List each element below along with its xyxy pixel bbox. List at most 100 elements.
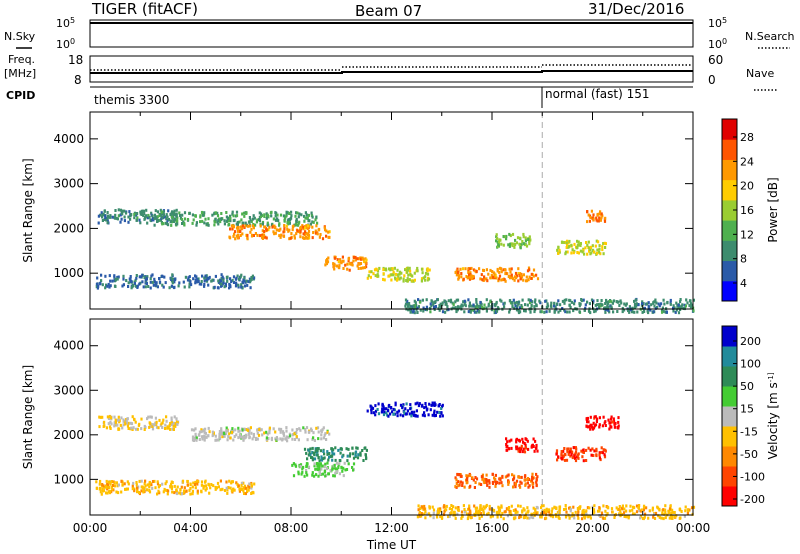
data-cell: [289, 236, 292, 240]
data-cell: [495, 276, 498, 280]
data-cell: [147, 415, 150, 419]
data-cell: [167, 209, 170, 213]
data-cell: [239, 234, 242, 237]
data-cell: [213, 223, 216, 227]
data-cell: [160, 210, 163, 214]
data-cell: [418, 512, 421, 516]
data-cell: [240, 435, 243, 439]
data-cell: [690, 506, 694, 510]
data-cell: [192, 218, 195, 222]
data-cell: [390, 267, 393, 271]
data-cell: [162, 210, 165, 213]
data-cell: [622, 511, 626, 515]
data-cell: [257, 433, 261, 437]
data-cell: [467, 270, 470, 274]
data-cell: [306, 457, 309, 461]
data-cell: [664, 508, 667, 512]
data-cell: [681, 303, 684, 307]
data-cell: [107, 215, 110, 219]
data-cell: [117, 483, 120, 487]
data-cell: [338, 472, 341, 476]
data-cell: [229, 216, 232, 220]
data-cell: [322, 450, 325, 453]
data-cell: [589, 245, 593, 249]
data-cell: [482, 511, 485, 515]
data-cell: [194, 427, 197, 431]
data-cell: [377, 274, 380, 278]
data-cell: [509, 234, 512, 238]
data-cell: [120, 479, 123, 483]
data-cell: [539, 301, 542, 305]
data-cell: [582, 514, 586, 518]
data-cell: [250, 492, 253, 495]
data-cell: [168, 424, 171, 427]
data-cell: [104, 485, 107, 489]
data-cell: [456, 480, 460, 484]
data-cell: [195, 221, 198, 225]
data-cell: [188, 211, 191, 215]
data-cell: [627, 516, 630, 520]
data-cell: [662, 508, 665, 512]
data-cell: [313, 474, 316, 478]
data-cell: [603, 219, 607, 223]
data-cell: [311, 450, 314, 454]
scatter-region: [95, 273, 256, 290]
data-cell: [585, 512, 588, 516]
data-cell: [562, 454, 565, 458]
colorbar-tick-label: 50: [740, 380, 754, 393]
data-cell: [321, 464, 324, 468]
data-cell: [493, 308, 496, 312]
data-cell: [583, 516, 586, 520]
data-cell: [101, 415, 104, 419]
data-cell: [398, 277, 401, 281]
data-cell: [517, 449, 520, 453]
data-cell: [494, 304, 497, 308]
data-cell: [181, 213, 184, 217]
data-cell: [180, 492, 184, 496]
data-cell: [665, 310, 668, 314]
data-cell: [586, 416, 589, 420]
data-cell: [599, 302, 602, 306]
data-cell: [143, 212, 146, 215]
data-cell: [524, 474, 527, 478]
data-cell: [291, 428, 294, 432]
data-cell: [316, 467, 319, 471]
data-cell: [328, 230, 331, 234]
data-cell: [270, 210, 273, 214]
data-cell: [574, 456, 577, 460]
data-cell: [455, 310, 458, 314]
data-cell: [147, 285, 150, 288]
data-cell: [246, 490, 249, 494]
data-cell: [652, 515, 655, 519]
data-cell: [617, 424, 620, 428]
data-cell: [248, 220, 251, 224]
data-cell: [503, 301, 506, 305]
data-cell: [238, 220, 241, 224]
data-cell: [559, 303, 562, 307]
data-cell: [633, 310, 636, 314]
data-cell: [535, 480, 538, 484]
data-cell: [261, 233, 264, 237]
data-cell: [191, 221, 194, 225]
data-cell: [226, 275, 229, 279]
data-cell: [602, 252, 605, 256]
data-cell: [321, 472, 324, 476]
data-cell: [423, 278, 427, 282]
data-cell: [245, 211, 248, 215]
data-cell: [131, 285, 134, 289]
data-cell: [507, 243, 510, 247]
data-cell: [545, 512, 548, 516]
data-cell: [99, 479, 102, 483]
data-cell: [249, 218, 252, 222]
data-cell: [637, 303, 640, 307]
data-cell: [161, 426, 164, 429]
data-cell: [360, 266, 363, 270]
data-cell: [176, 421, 179, 425]
data-cell: [686, 301, 689, 305]
data-cell: [139, 212, 142, 216]
data-cell: [304, 430, 307, 434]
data-cell: [538, 299, 541, 303]
data-cell: [242, 486, 245, 490]
data-cell: [574, 450, 578, 454]
colorbar-label: Velocity [m s-1]: [766, 372, 780, 459]
